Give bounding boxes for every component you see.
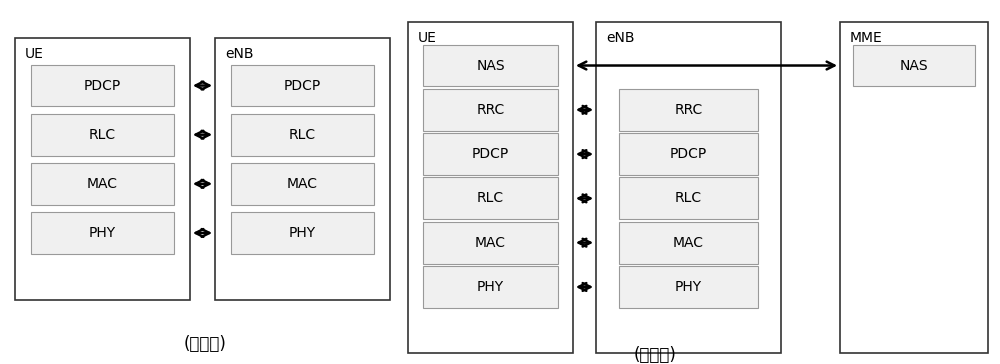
Bar — [596, 22, 781, 353]
Bar — [423, 177, 558, 219]
Text: UE: UE — [25, 47, 44, 61]
Text: PDCP: PDCP — [472, 147, 509, 161]
Bar — [231, 212, 374, 254]
Text: RLC: RLC — [89, 128, 116, 142]
Bar — [423, 44, 558, 86]
Bar — [215, 38, 390, 300]
Text: PHY: PHY — [675, 280, 702, 294]
Bar — [853, 44, 975, 86]
Bar — [619, 177, 758, 219]
Bar — [619, 133, 758, 175]
Bar — [423, 133, 558, 175]
Bar — [423, 222, 558, 264]
Bar — [423, 89, 558, 131]
Bar — [31, 114, 174, 155]
Text: MAC: MAC — [475, 236, 506, 250]
Bar — [231, 64, 374, 106]
Bar — [231, 114, 374, 155]
Bar — [619, 222, 758, 264]
Bar — [408, 22, 573, 353]
Text: MAC: MAC — [87, 177, 118, 191]
Bar — [15, 38, 190, 300]
Text: (用户面): (用户面) — [184, 335, 226, 353]
Text: NAS: NAS — [900, 59, 928, 72]
Text: RLC: RLC — [477, 191, 504, 205]
Bar — [619, 89, 758, 131]
Bar — [31, 64, 174, 106]
Text: PDCP: PDCP — [284, 79, 321, 92]
Bar — [231, 163, 374, 205]
Bar — [840, 22, 988, 353]
Text: RLC: RLC — [675, 191, 702, 205]
Text: PHY: PHY — [477, 280, 504, 294]
Text: RLC: RLC — [289, 128, 316, 142]
Text: NAS: NAS — [476, 59, 505, 72]
Bar — [619, 266, 758, 308]
Text: RRC: RRC — [476, 103, 505, 117]
Text: MAC: MAC — [287, 177, 318, 191]
Text: PDCP: PDCP — [84, 79, 121, 92]
Text: PHY: PHY — [289, 226, 316, 240]
Bar — [423, 266, 558, 308]
Text: RRC: RRC — [674, 103, 703, 117]
Text: MAC: MAC — [673, 236, 704, 250]
Text: eNB: eNB — [225, 47, 254, 61]
Text: PHY: PHY — [89, 226, 116, 240]
Text: eNB: eNB — [606, 31, 635, 45]
Text: (控制面): (控制面) — [634, 346, 676, 364]
Text: PDCP: PDCP — [670, 147, 707, 161]
Bar — [31, 212, 174, 254]
Text: UE: UE — [418, 31, 437, 45]
Bar — [31, 163, 174, 205]
Text: MME: MME — [850, 31, 883, 45]
